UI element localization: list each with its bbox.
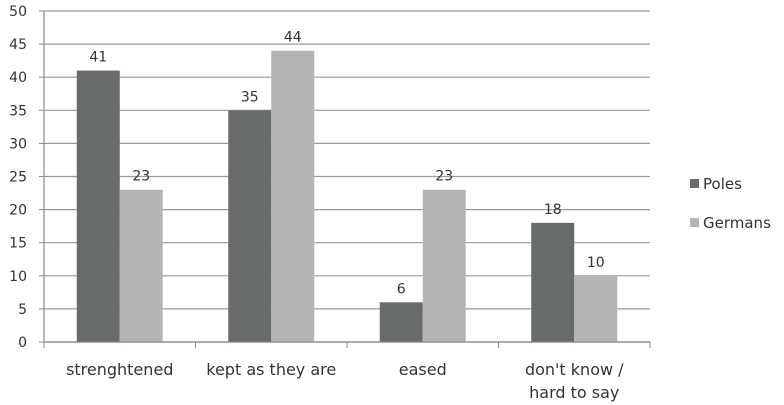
y-tick-label: 50 (9, 4, 27, 20)
data-labels: 41 23 35 44 6 23 18 10 (89, 30, 604, 298)
legend-label-poles: Poles (703, 175, 742, 193)
data-label: 41 (89, 50, 107, 66)
y-tick-label: 5 (18, 302, 27, 318)
x-category-label: kept as they are (206, 360, 336, 379)
x-category-label-line: hard to say (529, 383, 619, 402)
bar-germans-3 (574, 275, 618, 342)
bar-germans-0 (119, 189, 163, 342)
bar-poles-1 (228, 110, 272, 342)
y-tick-label: 25 (9, 170, 27, 186)
y-axis: 0 5 10 15 20 25 30 35 40 45 50 (9, 4, 45, 351)
bar-germans-2 (422, 189, 466, 342)
bars (76, 50, 618, 342)
x-category-label-line: eased (399, 360, 447, 379)
bar-poles-3 (531, 222, 575, 342)
data-label: 18 (544, 202, 562, 218)
data-label: 44 (284, 30, 302, 46)
x-category-label-line: strenghtened (66, 360, 173, 379)
y-tick-label: 15 (9, 236, 27, 252)
data-label: 23 (132, 169, 150, 185)
bar-germans-1 (271, 50, 315, 342)
y-tick-label: 10 (9, 269, 27, 285)
data-label: 35 (241, 89, 259, 105)
bar-poles-2 (379, 302, 423, 342)
data-label: 23 (435, 169, 453, 185)
y-tick-label: 45 (9, 37, 27, 53)
legend: Poles Germans (690, 175, 771, 232)
legend-swatch-germans (690, 218, 699, 227)
legend-label-germans: Germans (703, 214, 771, 232)
x-category-label-line: don't know / (525, 360, 624, 379)
x-axis: strenghtened kept as they are eased don't k… (43, 341, 651, 402)
y-tick-label: 35 (9, 103, 27, 119)
x-category-label: don't know / hard to say (525, 360, 624, 402)
y-tick-label: 0 (18, 335, 27, 351)
bar-poles-0 (76, 70, 120, 342)
x-category-label-line: kept as they are (206, 360, 336, 379)
legend-swatch-poles (690, 179, 699, 188)
x-category-label: eased (399, 360, 447, 379)
x-category-label: strenghtened (66, 360, 173, 379)
data-label: 6 (397, 281, 406, 297)
y-tick-label: 20 (9, 203, 27, 219)
data-label: 10 (587, 255, 605, 271)
y-tick-label: 30 (9, 136, 27, 152)
y-tick-label: 40 (9, 70, 27, 86)
